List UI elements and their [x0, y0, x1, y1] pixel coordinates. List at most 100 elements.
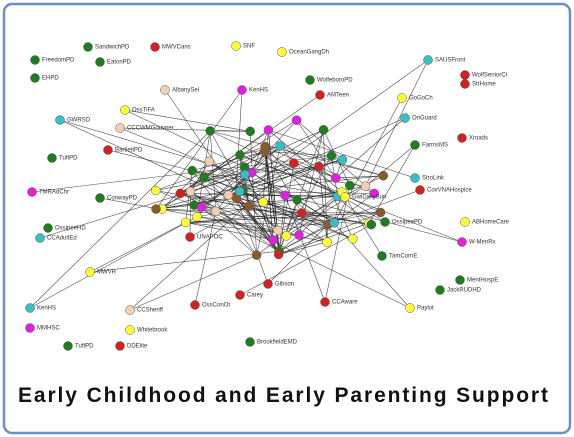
edge — [39, 172, 252, 239]
node-label: OssipeePD — [392, 220, 423, 226]
node — [397, 93, 407, 103]
edge — [280, 145, 384, 177]
node-label: DDElite — [127, 344, 148, 350]
node-label: FarmsMS — [422, 143, 448, 149]
node-label: OssTiFA — [132, 108, 155, 114]
node-label: TuftPD — [59, 156, 78, 162]
node-label: EatonPD — [107, 60, 132, 66]
node — [205, 126, 215, 136]
node — [35, 233, 45, 243]
node-label: BartlettPD — [115, 148, 143, 154]
edge — [124, 109, 245, 168]
node — [305, 75, 315, 85]
node — [410, 173, 420, 183]
node-label: CCSheriff — [137, 308, 163, 314]
node — [258, 197, 268, 207]
edge — [59, 119, 328, 243]
node — [260, 141, 270, 152]
edge — [29, 216, 198, 309]
node — [330, 173, 341, 183]
node-label: Paylot — [417, 306, 434, 312]
node-label: TMRAdChr — [39, 190, 69, 196]
edge — [201, 174, 246, 208]
edge — [119, 127, 251, 132]
edge — [365, 144, 416, 187]
node — [329, 218, 339, 228]
node — [291, 115, 302, 125]
node-label: MMHSC — [37, 326, 60, 332]
node-label: ConwayPD — [107, 196, 138, 202]
edge — [264, 151, 386, 223]
edge — [29, 130, 211, 309]
edge — [162, 208, 216, 212]
node — [366, 219, 377, 230]
node — [27, 187, 37, 197]
node-label: ABHomeCare — [472, 220, 510, 226]
node — [280, 190, 290, 201]
node — [25, 303, 35, 313]
edge — [89, 250, 280, 273]
node — [231, 41, 241, 51]
title: Early Childhood and Early Parenting Supp… — [18, 384, 548, 407]
node — [400, 113, 410, 123]
node — [263, 125, 274, 135]
node-label: Whitebrook — [137, 328, 168, 334]
edge — [155, 190, 195, 206]
node-label: GoGoCh — [409, 96, 433, 102]
node — [314, 161, 324, 172]
edge — [189, 166, 320, 238]
node — [457, 133, 467, 143]
edge — [203, 166, 320, 178]
node-label: StroLink — [422, 176, 445, 182]
edge — [267, 224, 329, 285]
node — [410, 140, 420, 150]
edge — [192, 170, 338, 197]
edge — [236, 198, 269, 285]
edge — [155, 89, 243, 210]
node-label: MentHospE — [467, 278, 498, 284]
nodes: SandwichPD MWVCans SNF OceanGangDh FreedomPD… — [25, 41, 510, 351]
edge — [262, 202, 274, 240]
node — [180, 217, 191, 228]
edge — [180, 193, 279, 231]
edge — [264, 146, 336, 179]
node — [263, 279, 273, 289]
node-label: AMTeen — [327, 93, 349, 99]
node — [125, 305, 135, 315]
node-label: SNF — [243, 44, 255, 50]
node — [204, 156, 215, 167]
node — [340, 192, 350, 202]
edge — [244, 167, 366, 187]
node — [460, 217, 470, 227]
node — [125, 325, 135, 335]
edge — [242, 159, 343, 191]
node — [460, 79, 470, 89]
edge — [201, 206, 257, 256]
node — [315, 90, 325, 100]
node — [292, 195, 302, 205]
node-label: FreedomPD — [42, 58, 75, 64]
edge — [239, 154, 463, 243]
node — [85, 267, 95, 277]
node-label: OceanGangDh — [289, 50, 329, 56]
edge — [239, 145, 281, 156]
node — [281, 231, 292, 241]
edge — [268, 129, 416, 179]
node — [235, 290, 245, 300]
node-label: UNAPOC — [197, 235, 223, 241]
node — [322, 237, 332, 247]
edge — [129, 162, 295, 311]
edge — [301, 212, 381, 214]
node — [103, 145, 113, 155]
node — [377, 251, 387, 261]
node-label: BrookfieldEMD — [257, 340, 298, 346]
edge — [155, 145, 281, 191]
node — [185, 186, 196, 197]
edge — [161, 161, 210, 210]
node — [415, 185, 425, 195]
edge — [235, 59, 429, 198]
edge — [107, 149, 193, 171]
edge — [333, 97, 403, 223]
edge — [278, 241, 328, 255]
